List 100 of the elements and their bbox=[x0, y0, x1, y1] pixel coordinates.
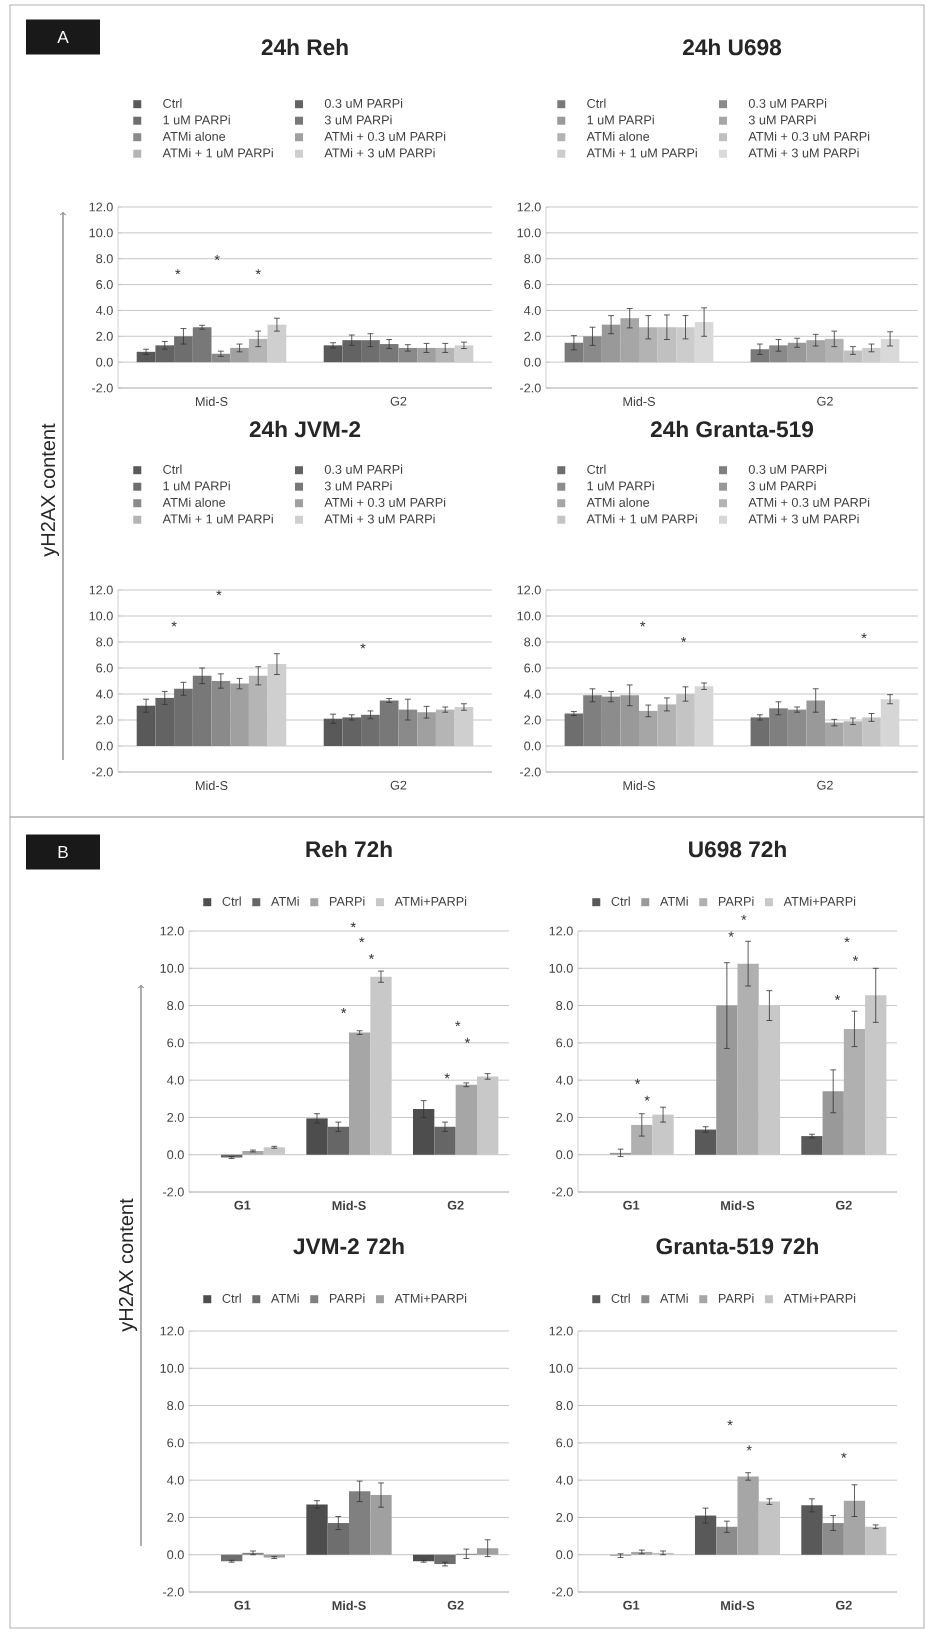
chart-title: JVM-2 72h bbox=[293, 1237, 404, 1255]
y-tick-label: 4.0 bbox=[523, 689, 541, 699]
y-tick-label: 6.0 bbox=[556, 1438, 573, 1448]
x-tick-label: Mid-S bbox=[332, 1200, 366, 1211]
legend-label: ATMi + 1 uM PARPi bbox=[162, 148, 273, 158]
legend-label: Ctrl bbox=[611, 1293, 630, 1303]
legend-label: 3 uM PARPi bbox=[324, 481, 392, 491]
y-tick-label: 2.0 bbox=[524, 331, 541, 341]
y-tick-label: 0.0 bbox=[524, 741, 541, 751]
legend-label: ATMi + 3 uM PARPi bbox=[324, 148, 435, 158]
legend-label: Ctrl bbox=[163, 464, 182, 474]
legend-label: ATMi+PARPi bbox=[394, 896, 467, 906]
legend-label: ATMi + 1 uM PARPi bbox=[586, 148, 697, 158]
annotation: * bbox=[171, 621, 177, 627]
annotation: * bbox=[728, 931, 734, 937]
y-tick-label: 6.0 bbox=[96, 280, 113, 290]
text: * bbox=[350, 922, 356, 928]
annotation: * bbox=[359, 937, 365, 943]
y-tick-label: 2.0 bbox=[167, 1512, 184, 1522]
legend-label: ATMi bbox=[659, 1293, 688, 1303]
y-tick-label: 0.0 bbox=[556, 1550, 573, 1560]
legend-label: ATMi alone bbox=[586, 497, 650, 507]
y-tick-label: 4.0 bbox=[523, 305, 541, 315]
y-tick-label: 4.0 bbox=[166, 1075, 184, 1085]
chart-title: Reh 72h bbox=[306, 840, 392, 858]
legend-label: ATMi + 3 uM PARPi bbox=[748, 514, 859, 524]
annotation: * bbox=[444, 1073, 450, 1079]
y-tick-label: 10.0 bbox=[517, 611, 541, 621]
y-tick-label: -2.0 bbox=[92, 767, 113, 777]
legend-label: ATMi+PARPi bbox=[783, 1293, 856, 1303]
x-tick-label: Mid-S bbox=[623, 780, 655, 791]
x-tick-label: G2 bbox=[817, 780, 833, 790]
legend-label: ATMi bbox=[270, 896, 299, 906]
y-tick-label: -2.0 bbox=[163, 1187, 184, 1197]
legend-label: PARPi bbox=[718, 1293, 754, 1303]
y-tick-label: 2.0 bbox=[167, 1112, 184, 1122]
y-tick-label: 8.0 bbox=[167, 1001, 184, 1011]
annotation: * bbox=[341, 1008, 347, 1014]
text: A bbox=[57, 31, 69, 43]
annotation: * bbox=[644, 1095, 650, 1101]
y-tick-label: 6.0 bbox=[524, 280, 541, 290]
y-tick-label: 6.0 bbox=[167, 1438, 184, 1448]
text: * bbox=[741, 914, 747, 920]
y-tick-label: 8.0 bbox=[524, 254, 541, 264]
y-tick-label: 4.0 bbox=[95, 305, 113, 315]
legend-label: 0.3 uM PARPi bbox=[748, 464, 827, 474]
legend-label: 0.3 uM PARPi bbox=[748, 98, 827, 108]
y-tick-label: 8.0 bbox=[556, 1001, 573, 1011]
y-tick-label: 2.0 bbox=[556, 1112, 573, 1122]
annotation: * bbox=[841, 1452, 847, 1458]
y-tick-label: 12.0 bbox=[517, 585, 541, 595]
y-tick-label: 12.0 bbox=[160, 926, 184, 936]
chart-title: 24h U698 bbox=[683, 38, 782, 56]
y-tick-label: 10.0 bbox=[160, 1363, 184, 1373]
y-tick-label: 6.0 bbox=[556, 1038, 573, 1048]
y-tick-label: 0.0 bbox=[96, 741, 113, 751]
y-tick-label: 10.0 bbox=[160, 963, 184, 973]
y-tick-label: 12.0 bbox=[160, 1326, 184, 1336]
annotation: * bbox=[746, 1445, 752, 1451]
x-tick-label: Mid-S bbox=[196, 780, 228, 791]
y-tick-label: -2.0 bbox=[552, 1587, 573, 1597]
chart-title: Granta-519 72h bbox=[656, 1237, 818, 1255]
legend-label: Ctrl bbox=[163, 98, 182, 108]
y-tick-label: 0.0 bbox=[96, 357, 113, 367]
y-tick-label: 2.0 bbox=[96, 715, 113, 725]
chart-title: 24h Reh bbox=[261, 38, 348, 56]
legend-label: ATMi alone bbox=[162, 497, 226, 507]
y-tick-label: 4.0 bbox=[555, 1475, 573, 1485]
x-tick-label: G1 bbox=[234, 1600, 251, 1610]
legend-label: ATMi + 1 uM PARPi bbox=[586, 514, 697, 524]
legend-label: 3 uM PARPi bbox=[748, 481, 816, 491]
x-tick-label: G2 bbox=[390, 396, 407, 406]
legend-label: ATMi+PARPi bbox=[394, 1293, 467, 1303]
y-tick-label: 2.0 bbox=[556, 1512, 573, 1522]
annotation: * bbox=[214, 254, 220, 261]
y-tick-label: 10.0 bbox=[89, 228, 113, 238]
y-tick-label: 8.0 bbox=[556, 1401, 573, 1411]
x-tick-label: G2 bbox=[835, 1200, 852, 1210]
text: B bbox=[58, 846, 68, 858]
legend-label: ATMi + 0.3 uM PARPi bbox=[748, 131, 870, 141]
legend-label: ATMi + 0.3 uM PARPi bbox=[324, 497, 446, 507]
y-tick-label: 10.0 bbox=[89, 611, 113, 621]
annotation: * bbox=[861, 633, 867, 639]
legend-label: 1 uM PARPi bbox=[587, 481, 654, 491]
y-tick-label: 12.0 bbox=[517, 202, 541, 212]
annotation: * bbox=[360, 643, 366, 649]
legend-label: 0.3 uM PARPi bbox=[324, 98, 403, 108]
x-tick-label: G1 bbox=[623, 1600, 640, 1610]
legend-label: ATMi + 3 uM PARPi bbox=[324, 514, 435, 524]
annotation: * bbox=[455, 1021, 461, 1027]
legend-label: PARPi bbox=[718, 896, 754, 906]
y-tick-label: 2.0 bbox=[96, 331, 113, 341]
y-tick-label: 10.0 bbox=[549, 963, 573, 973]
legend-label: ATMi bbox=[659, 896, 688, 906]
legend-label: 3 uM PARPi bbox=[324, 115, 392, 125]
legend-label: Ctrl bbox=[587, 98, 606, 108]
x-tick-label: Mid-S bbox=[721, 1200, 755, 1211]
chart-title: U698 72h bbox=[689, 840, 786, 858]
y-tick-label: 0.0 bbox=[556, 1150, 573, 1160]
annotation: * bbox=[255, 269, 261, 275]
